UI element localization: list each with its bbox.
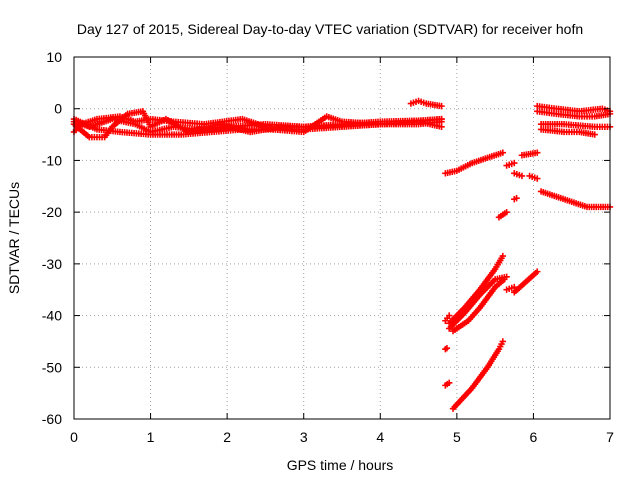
axis-ticks: [73, 56, 611, 420]
x-tick-label: 3: [300, 429, 308, 445]
y-axis-label: SDTVAR / TECUs: [6, 182, 22, 294]
y-tick-label: -10: [42, 152, 62, 168]
x-tick-label: 4: [376, 429, 384, 445]
data-point: [534, 149, 541, 156]
data-point: [438, 115, 445, 123]
data-points: [70, 97, 614, 412]
data-point: [534, 268, 541, 275]
x-tick-label: 5: [453, 429, 461, 445]
x-tick-labels: 0 1 2 3 4 5 6 7: [70, 429, 614, 445]
data-point: [513, 194, 520, 202]
data-point: [443, 344, 451, 352]
data-point: [511, 159, 518, 167]
data-point: [499, 252, 506, 260]
y-tick-label: -30: [42, 256, 62, 272]
chart-title: Day 127 of 2015, Sidereal Day-to-day VTE…: [77, 21, 583, 37]
y-tick-labels: 10 0 -10 -20 -30 -40 -50 -60: [42, 49, 62, 427]
data-point: [446, 312, 453, 319]
x-tick-label: 7: [606, 429, 614, 445]
data-point: [591, 131, 598, 138]
y-tick-label: -60: [42, 411, 62, 427]
data-point: [499, 338, 506, 345]
y-tick-label: -20: [42, 204, 62, 220]
data-point: [438, 102, 445, 110]
plot-frame: [73, 56, 611, 420]
data-point: [446, 379, 453, 386]
data-point: [511, 283, 518, 291]
y-tick-label: 10: [46, 49, 62, 65]
x-axis-label: GPS time / hours: [287, 457, 394, 473]
x-tick-label: 0: [70, 429, 78, 445]
gridlines: [74, 57, 610, 419]
data-point: [499, 149, 506, 156]
data-point: [503, 208, 510, 216]
data-point: [518, 172, 526, 180]
y-tick-label: 0: [54, 101, 62, 117]
data-point: [501, 276, 508, 283]
data-point: [534, 175, 541, 182]
x-tick-label: 2: [223, 429, 231, 445]
y-tick-label: -40: [42, 308, 62, 324]
y-tick-label: -50: [42, 359, 62, 375]
x-tick-label: 1: [147, 429, 155, 445]
x-tick-label: 6: [530, 429, 538, 445]
